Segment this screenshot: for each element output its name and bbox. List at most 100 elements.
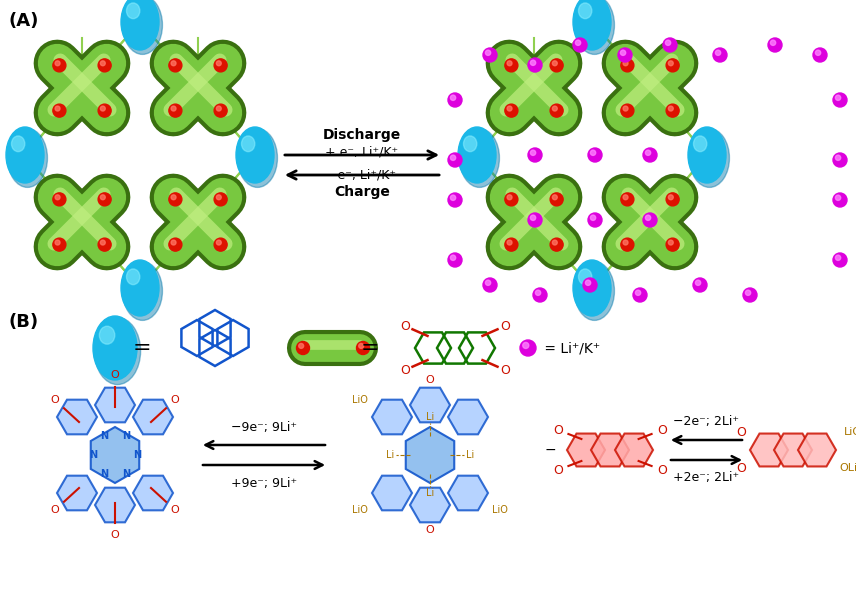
Circle shape (713, 48, 727, 62)
Text: O: O (170, 505, 180, 515)
Circle shape (98, 193, 111, 206)
Circle shape (669, 106, 674, 111)
Circle shape (835, 195, 841, 200)
Circle shape (217, 61, 222, 66)
Circle shape (552, 61, 557, 66)
Text: O: O (500, 364, 510, 377)
Ellipse shape (8, 128, 47, 187)
Text: O: O (736, 425, 746, 438)
Circle shape (623, 61, 628, 66)
Circle shape (550, 59, 563, 72)
Ellipse shape (463, 136, 477, 151)
Circle shape (448, 93, 462, 107)
Text: O: O (400, 364, 410, 377)
Circle shape (523, 342, 529, 349)
Circle shape (669, 240, 674, 245)
Circle shape (214, 238, 227, 251)
Circle shape (531, 60, 536, 65)
Circle shape (833, 153, 847, 167)
Circle shape (531, 215, 536, 220)
Text: (B): (B) (8, 313, 39, 331)
Text: O: O (553, 424, 563, 437)
Circle shape (552, 240, 557, 245)
Circle shape (533, 288, 547, 302)
Circle shape (552, 106, 557, 111)
Text: O: O (51, 395, 59, 405)
Circle shape (528, 58, 542, 72)
Circle shape (693, 278, 707, 292)
Text: = Li⁺/K⁺: = Li⁺/K⁺ (540, 341, 600, 355)
Circle shape (485, 280, 490, 286)
Circle shape (586, 280, 591, 286)
Circle shape (485, 50, 490, 55)
Circle shape (214, 59, 227, 72)
Ellipse shape (121, 260, 159, 316)
Text: =: = (133, 338, 152, 358)
Circle shape (171, 106, 176, 111)
Circle shape (53, 59, 66, 72)
Circle shape (169, 59, 181, 72)
Text: O: O (657, 424, 667, 437)
Ellipse shape (6, 127, 44, 183)
Circle shape (591, 150, 596, 156)
Circle shape (505, 238, 518, 251)
Ellipse shape (573, 0, 611, 50)
Circle shape (100, 240, 105, 245)
Ellipse shape (460, 128, 499, 187)
Ellipse shape (574, 0, 615, 55)
Circle shape (217, 106, 222, 111)
Circle shape (483, 48, 497, 62)
Text: O: O (425, 375, 434, 385)
Circle shape (55, 106, 60, 111)
Ellipse shape (121, 0, 159, 50)
Text: LiO: LiO (492, 505, 508, 515)
Circle shape (505, 104, 518, 117)
Circle shape (768, 38, 782, 52)
Text: N: N (133, 450, 141, 460)
Text: Li: Li (426, 412, 434, 422)
Circle shape (621, 238, 634, 251)
Text: N: N (89, 450, 97, 460)
Ellipse shape (458, 127, 496, 183)
Text: LiO: LiO (352, 505, 368, 515)
Circle shape (669, 195, 674, 200)
Text: Li: Li (386, 450, 394, 460)
Circle shape (450, 195, 455, 200)
Text: −9e⁻; 9Li⁺: −9e⁻; 9Li⁺ (231, 421, 297, 434)
Ellipse shape (236, 127, 274, 183)
Circle shape (833, 193, 847, 207)
Text: N: N (100, 469, 108, 479)
Circle shape (716, 50, 721, 55)
Circle shape (665, 40, 671, 45)
Circle shape (299, 343, 304, 349)
Circle shape (55, 195, 60, 200)
Circle shape (100, 195, 105, 200)
Circle shape (621, 193, 634, 206)
Ellipse shape (122, 0, 163, 55)
Circle shape (217, 195, 222, 200)
Text: LiO: LiO (844, 427, 856, 437)
Circle shape (575, 40, 580, 45)
Circle shape (835, 155, 841, 160)
Circle shape (621, 50, 626, 55)
Circle shape (98, 59, 111, 72)
Circle shape (100, 106, 105, 111)
Circle shape (520, 340, 536, 356)
Circle shape (214, 104, 227, 117)
Circle shape (666, 193, 679, 206)
Text: Charge: Charge (334, 185, 390, 199)
Circle shape (528, 148, 542, 162)
Circle shape (635, 290, 640, 295)
Circle shape (833, 253, 847, 267)
Circle shape (550, 238, 563, 251)
Circle shape (169, 193, 181, 206)
Ellipse shape (573, 260, 611, 316)
Ellipse shape (93, 316, 137, 380)
Text: −2e⁻; 2Li⁺: −2e⁻; 2Li⁺ (674, 415, 740, 428)
Text: N: N (100, 431, 108, 441)
Text: Discharge: Discharge (323, 128, 401, 142)
Text: −: − (544, 443, 556, 457)
Circle shape (633, 288, 647, 302)
Ellipse shape (122, 261, 163, 320)
Circle shape (666, 238, 679, 251)
